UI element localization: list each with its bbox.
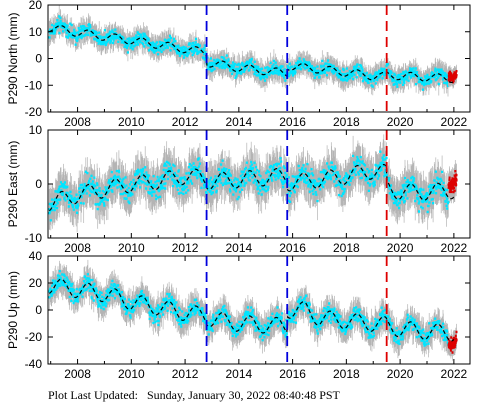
y-tick-label: 40 (29, 249, 43, 263)
y-tick-label: 10 (29, 25, 43, 39)
plot-frame (47, 4, 471, 113)
y-tick-label: -40 (25, 357, 43, 371)
recent-points (447, 70, 458, 84)
y-tick-label: -20 (25, 105, 43, 119)
x-tick-label: 2014 (225, 241, 252, 255)
x-tick-label: 2016 (279, 367, 306, 381)
x-tick-label: 2022 (441, 241, 468, 255)
y-axis-label: P290 Up (mm) (6, 271, 20, 349)
x-tick-label: 2012 (172, 367, 199, 381)
x-tick-label: 2012 (172, 115, 199, 129)
y-tick-label: 20 (29, 0, 43, 12)
footer-timestamp: Sunday, January 30, 2022 08:40:48 PST (147, 388, 340, 402)
x-tick-label: 2008 (64, 115, 91, 129)
x-tick-label: 2018 (333, 115, 360, 129)
error-bars (48, 5, 449, 97)
x-tick-label: 2022 (441, 115, 468, 129)
x-tick-label: 2008 (64, 367, 91, 381)
x-tick-label: 2014 (225, 115, 252, 129)
y-tick-label: 0 (35, 303, 42, 317)
y-tick-label: -10 (25, 78, 43, 92)
footer-label: Plot Last Updated: (48, 388, 138, 402)
x-tick-label: 2018 (333, 241, 360, 255)
plot-area (48, 134, 458, 233)
y-tick-label: 0 (35, 177, 42, 191)
north-panel: 2008 2010 2012 2014 2016 2018 2020 2022 -20 -10 0 1… (6, 0, 471, 129)
x-tick-label: 2010 (118, 367, 145, 381)
y-tick-label: -10 (25, 231, 43, 245)
plot-area (48, 5, 458, 97)
plot-updated-footer: Plot Last Updated: Sunday, January 30, 2… (48, 388, 340, 403)
x-tick-label: 2016 (279, 115, 306, 129)
x-tick-label: 2012 (172, 241, 199, 255)
east-panel: 2008 2010 2012 2014 2016 2018 2020 2022 -10 0 10 P2… (6, 123, 471, 255)
y-axis-label: P290 North (mm) (6, 12, 20, 104)
up-panel: 2008 2010 2012 2014 2016 2018 2020 2022 -40 -20 0 2… (6, 249, 471, 381)
error-bars (48, 259, 449, 359)
x-tick-label: 2020 (387, 367, 414, 381)
model-trend-line (48, 278, 455, 342)
plot-area (48, 259, 458, 361)
x-tick-label: 2020 (387, 241, 414, 255)
x-tick-label: 2010 (118, 115, 145, 129)
y-axis-label: P290 East (mm) (6, 141, 20, 228)
x-tick-label: 2014 (225, 367, 252, 381)
y-tick-label: 10 (29, 123, 43, 137)
x-tick-label: 2010 (118, 241, 145, 255)
y-tick-label: -20 (25, 330, 43, 344)
x-tick-label: 2018 (333, 367, 360, 381)
recent-points (447, 170, 458, 194)
x-tick-label: 2016 (279, 241, 306, 255)
x-tick-label: 2022 (441, 367, 468, 381)
y-tick-label: 0 (35, 52, 42, 66)
y-tick-label: 20 (29, 276, 43, 290)
x-tick-label: 2008 (64, 241, 91, 255)
x-tick-label: 2020 (387, 115, 414, 129)
